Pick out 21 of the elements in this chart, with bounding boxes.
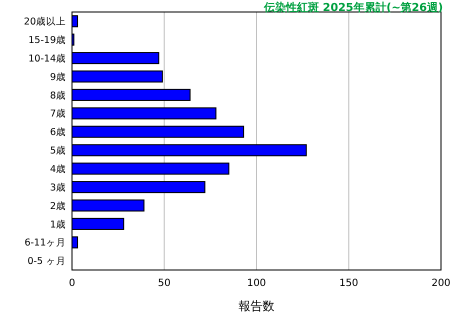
y-tick-label: 6-11ヶ月 xyxy=(24,238,66,249)
x-axis-title: 報告数 xyxy=(238,299,274,313)
y-tick-label: 2歳 xyxy=(50,200,66,212)
y-tick-label: 20歳以上 xyxy=(24,16,66,28)
y-tick-label: 6歳 xyxy=(50,126,66,138)
y-tick-label: 5歳 xyxy=(50,144,66,157)
y-tick-label: 3歳 xyxy=(50,181,66,194)
y-tick-label: 9歳 xyxy=(50,70,66,83)
y-tick-label: 0-5 ヶ月 xyxy=(27,256,66,268)
x-tick-label: 0 xyxy=(68,278,76,289)
y-tick-label: 8歳 xyxy=(50,89,66,102)
x-tick-label: 100 xyxy=(246,278,266,289)
x-tick-label: 200 xyxy=(431,278,451,289)
y-tick-label: 15-19歳 xyxy=(28,34,66,46)
y-tick-label: 7歳 xyxy=(50,108,66,120)
y-tick-label: 1歳 xyxy=(50,218,66,230)
chart-title: 伝染性紅斑 2025年累計(~第26週) xyxy=(262,1,443,14)
x-tick-label: 50 xyxy=(158,278,171,289)
y-tick-label: 4歳 xyxy=(50,162,66,175)
y-tick-label: 10-14歳 xyxy=(28,52,66,64)
x-tick-label: 150 xyxy=(339,278,358,289)
